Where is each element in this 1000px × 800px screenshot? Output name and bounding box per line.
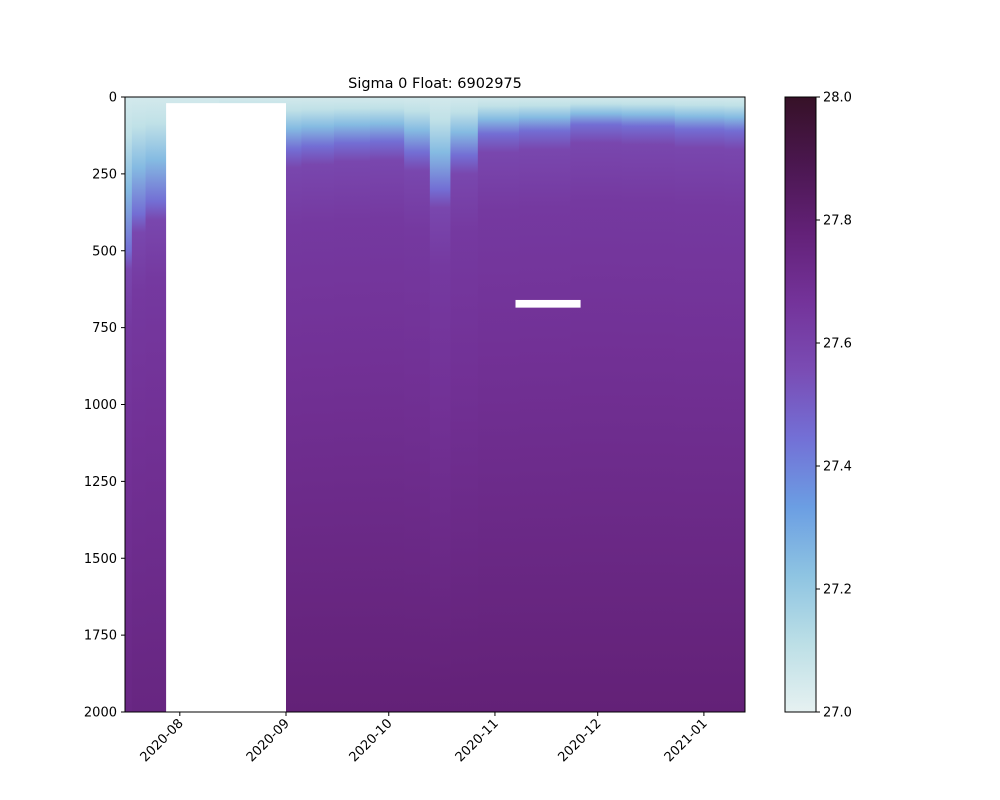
- data-gaps: [166, 103, 581, 712]
- x-tick-label: 2020-10: [347, 716, 396, 765]
- colorbar-axis: 27.0 27.2 27.4 27.6 27.8 28.0: [816, 91, 852, 721]
- y-tick-label: 500: [92, 244, 117, 259]
- profile-column: [131, 97, 147, 712]
- colorbar-tick-label: 28.0: [823, 91, 852, 106]
- profile-column: [125, 97, 133, 712]
- x-tick-label: 2021-01: [662, 716, 711, 765]
- data-gap: [166, 103, 286, 712]
- y-axis: 0 250 500 750 1000 1250 1500 1750 2000: [84, 91, 125, 721]
- y-tick-label: 750: [92, 321, 117, 336]
- data-gap: [515, 299, 581, 308]
- x-tick-label: 2020-12: [556, 716, 605, 765]
- profile-column: [404, 97, 431, 712]
- colorbar-tick-label: 27.4: [823, 460, 852, 475]
- colorbar-tick-label: 27.6: [823, 337, 852, 352]
- profile-column: [570, 97, 623, 712]
- chart-title: Sigma 0 Float: 6902975: [348, 76, 522, 92]
- y-tick-label: 2000: [84, 706, 117, 721]
- x-tick-label: 2020-11: [453, 716, 502, 765]
- profile-column: [450, 97, 479, 712]
- x-axis: 2020-08 2020-09 2020-10 2020-11 2020-12 2021-…: [138, 712, 711, 765]
- y-tick-label: 1500: [84, 552, 117, 567]
- y-tick-label: 250: [92, 167, 117, 182]
- colorbar-tick-label: 27.2: [823, 583, 852, 598]
- profile-column: [674, 97, 726, 712]
- profile-column: [429, 97, 452, 712]
- profile-column: [518, 97, 571, 712]
- profile-column: [477, 97, 520, 712]
- x-tick-label: 2020-09: [244, 716, 293, 765]
- y-tick-label: 1250: [84, 475, 117, 490]
- colorbar-tick-label: 27.8: [823, 214, 852, 229]
- colorbar: [784, 96, 817, 713]
- profile-column: [301, 97, 335, 712]
- y-tick-label: 0: [109, 91, 117, 106]
- colorbar-tick-label: 27.0: [823, 706, 852, 721]
- y-tick-label: 1000: [84, 398, 117, 413]
- profile-column: [333, 97, 371, 712]
- y-tick-label: 1750: [84, 629, 117, 644]
- profile-column: [621, 97, 676, 712]
- x-tick-label: 2020-08: [138, 716, 187, 765]
- profile-column: [724, 97, 745, 712]
- profile-column: [369, 97, 405, 712]
